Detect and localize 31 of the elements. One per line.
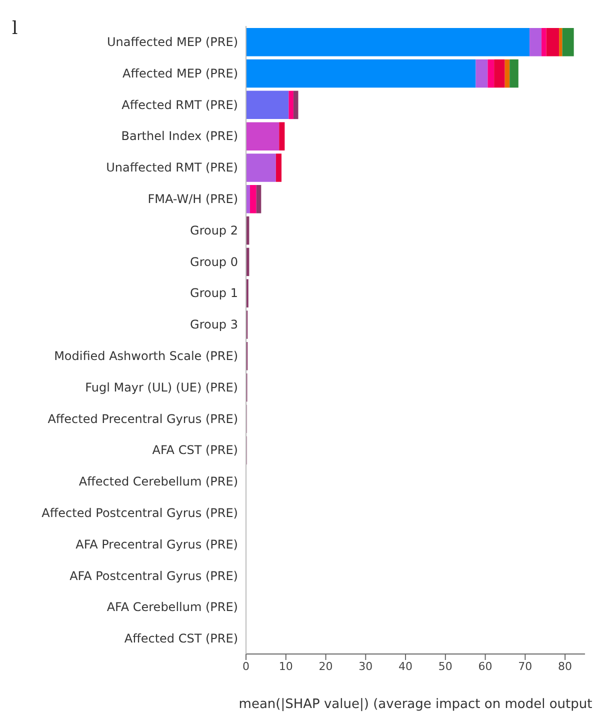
x-tick-label: 50	[438, 660, 452, 673]
y-tick-label: AFA Cerebellum (PRE)	[106, 600, 238, 614]
y-tick-label: AFA Precentral Gyrus (PRE)	[76, 537, 238, 552]
y-tick-label: Affected Precentral Gyrus (PRE)	[48, 412, 238, 426]
y-tick-label: Fugl Mayr (UL) (UE) (PRE)	[85, 380, 238, 394]
y-tick-label: Group 0	[190, 254, 238, 269]
y-tick-label: Barthel Index (PRE)	[121, 129, 238, 144]
y-tick-label: Unaffected MEP (PRE)	[106, 34, 238, 49]
y-tick-label: Group 3	[190, 318, 238, 332]
y-tick-label: Affected Postcentral Gyrus (PRE)	[42, 506, 238, 520]
y-tick-label: AFA CST (PRE)	[152, 443, 238, 458]
x-tick-label: 80	[558, 660, 572, 673]
y-tick-label: Group 1	[190, 286, 238, 300]
x-tick-label: 70	[518, 660, 532, 673]
x-tick-label: 30	[358, 660, 373, 673]
y-tick-label: Affected Cerebellum (PRE)	[78, 474, 238, 489]
x-tick-label: 40	[398, 660, 413, 673]
x-tick-label: 60	[478, 660, 492, 673]
x-axis-title: mean(|SHAP value|) (average impact on model output	[238, 697, 592, 712]
y-tick-label: Affected RMT (PRE)	[122, 98, 238, 112]
y-tick-label: Affected CST (PRE)	[124, 632, 238, 646]
x-tick-label: 10	[278, 660, 293, 673]
x-tick-label: 20	[318, 660, 333, 673]
y-tick-label: Unaffected RMT (PRE)	[106, 160, 238, 175]
x-tick-label: 0	[242, 660, 250, 673]
y-tick-label: AFA Postcentral Gyrus (PRE)	[70, 568, 238, 583]
y-tick-label: FMA-W/H (PRE)	[148, 192, 238, 206]
y-tick-label: Affected MEP (PRE)	[122, 66, 238, 80]
y-tick-label: Modified Ashworth Scale (PRE)	[54, 348, 238, 363]
text: l	[12, 18, 18, 39]
y-tick-label: Group 2	[190, 223, 238, 238]
